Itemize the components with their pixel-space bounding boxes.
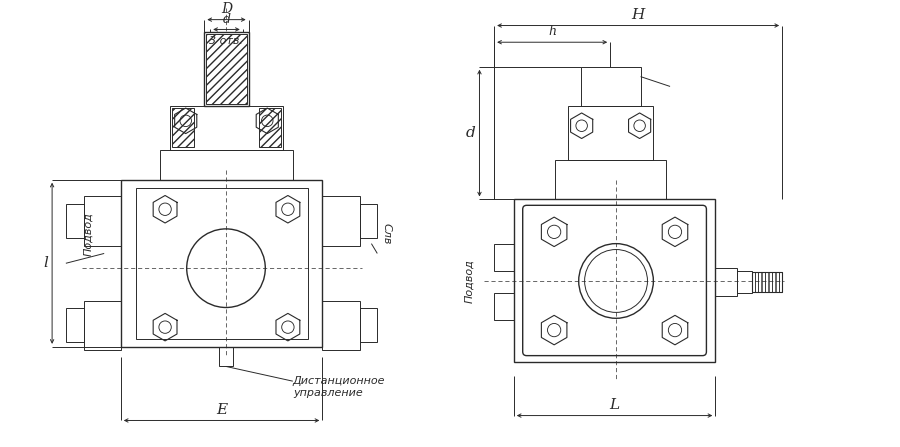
Bar [568, 106, 653, 160]
Bar [136, 188, 308, 339]
Bar [494, 244, 514, 271]
Bar [716, 268, 737, 296]
Bar [360, 204, 377, 238]
Bar [580, 67, 641, 106]
Bar [494, 293, 514, 320]
Bar [765, 272, 769, 292]
Bar [776, 272, 778, 292]
Bar [752, 272, 782, 292]
Text: l: l [43, 256, 49, 270]
Bar [360, 308, 377, 342]
Bar [322, 197, 360, 245]
Text: D: D [220, 2, 232, 16]
Bar [762, 272, 765, 292]
Bar [555, 160, 666, 199]
Bar [755, 272, 758, 292]
Bar [66, 204, 84, 238]
Bar [204, 32, 248, 106]
Bar [84, 301, 121, 350]
Text: Дистанционное
управление: Дистанционное управление [292, 376, 385, 398]
Text: 3 отв.: 3 отв. [209, 36, 243, 46]
Bar [772, 272, 775, 292]
Text: H: H [632, 8, 644, 21]
Bar [160, 150, 292, 180]
Text: Подвод: Подвод [464, 259, 474, 303]
Bar [769, 272, 772, 292]
Bar [66, 308, 84, 342]
Bar [514, 199, 716, 362]
Bar [219, 347, 233, 367]
Bar [322, 301, 360, 350]
Text: h: h [548, 25, 556, 38]
Text: E: E [216, 403, 227, 417]
Bar [121, 180, 322, 347]
Bar [759, 272, 761, 292]
Text: L: L [609, 398, 619, 412]
Bar [752, 272, 754, 292]
Bar [172, 108, 194, 148]
Text: d: d [222, 13, 230, 25]
Bar [84, 197, 121, 245]
Text: Слв: Слв [381, 223, 392, 245]
Bar [206, 34, 247, 104]
Bar [779, 272, 782, 292]
Text: Подвод: Подвод [84, 212, 94, 256]
Bar [170, 106, 283, 150]
Text: d: d [466, 126, 475, 140]
Bar [737, 271, 751, 293]
Bar [259, 108, 281, 148]
